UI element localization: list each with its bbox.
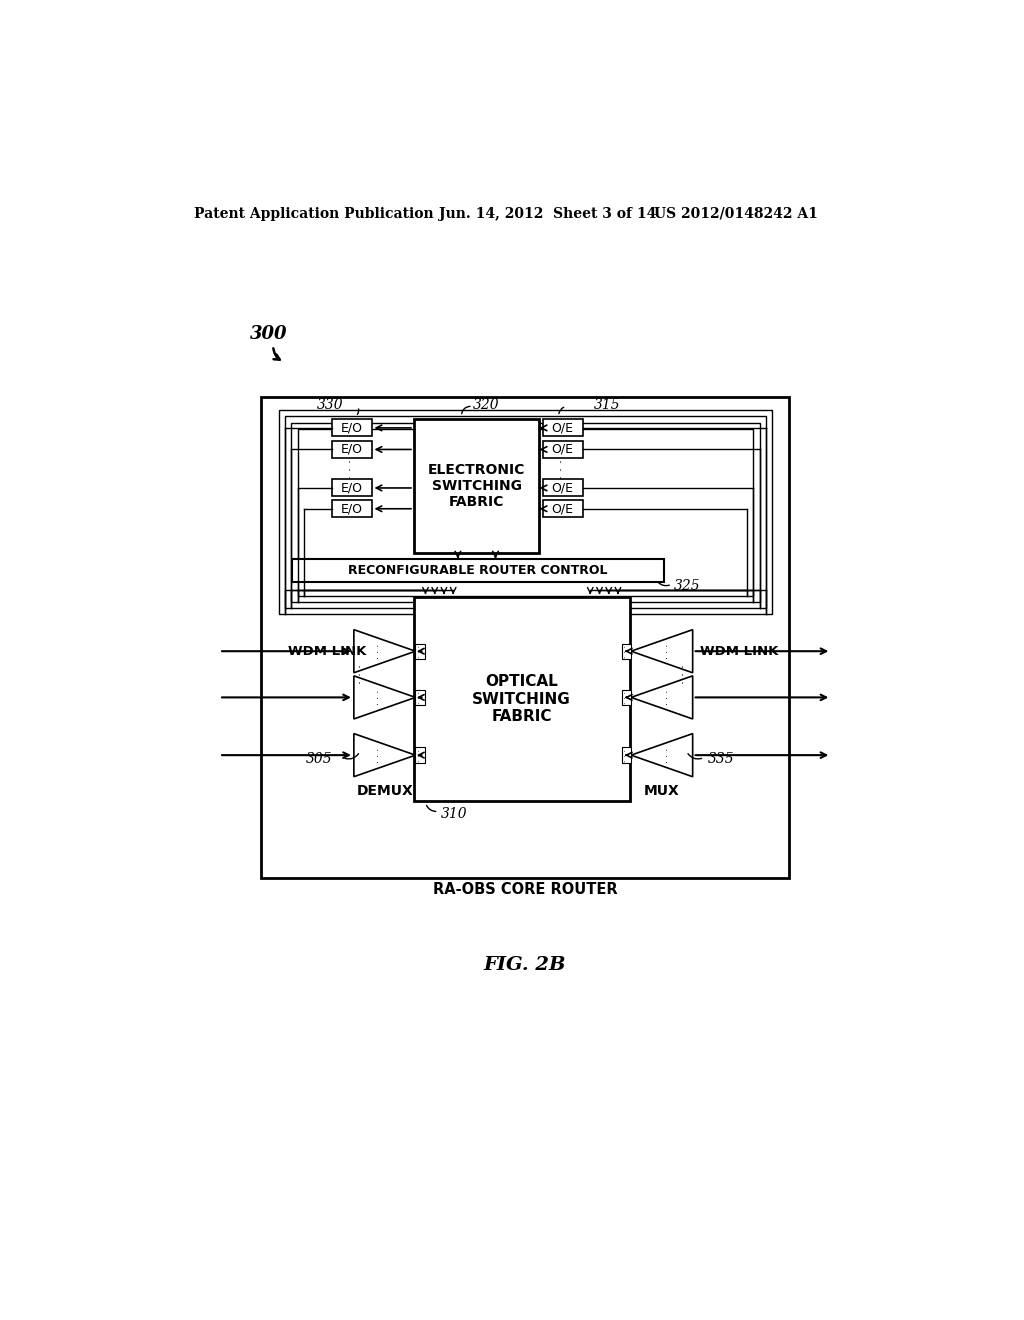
Text: OPTICAL
SWITCHING
FABRIC: OPTICAL SWITCHING FABRIC [472, 675, 571, 725]
Polygon shape [631, 676, 692, 719]
Text: 335: 335 [708, 752, 734, 766]
Bar [416, 747, 425, 763]
Bar [543, 500, 583, 517]
Bar [332, 500, 372, 517]
Text: WDM LINK: WDM LINK [700, 644, 778, 657]
Text: · · ·: · · · [663, 747, 673, 763]
Text: US 2012/0148242 A1: US 2012/0148242 A1 [654, 207, 818, 220]
Text: FIG. 2B: FIG. 2B [483, 957, 566, 974]
Bar [332, 420, 372, 437]
Bar [332, 441, 372, 458]
Text: MUX: MUX [644, 784, 680, 797]
Text: E/O: E/O [341, 421, 362, 434]
Text: ELECTRONIC
SWITCHING
FABRIC: ELECTRONIC SWITCHING FABRIC [428, 463, 525, 510]
Bar [543, 441, 583, 458]
Bar [332, 479, 372, 496]
Text: WDM LINK: WDM LINK [289, 644, 367, 657]
Text: · · ·: · · · [556, 459, 569, 479]
Text: · · ·: · · · [374, 690, 384, 705]
Text: · · ·: · · · [416, 690, 425, 704]
Text: · · ·: · · · [679, 664, 691, 684]
Text: E/O: E/O [341, 444, 362, 455]
Text: · · ·: · · · [622, 644, 631, 657]
Text: O/E: O/E [552, 444, 573, 455]
Text: DEMUX: DEMUX [356, 784, 413, 797]
Polygon shape [631, 630, 692, 673]
Text: Patent Application Publication: Patent Application Publication [195, 207, 434, 220]
Text: · · ·: · · · [355, 664, 368, 684]
Bar [261, 397, 788, 878]
Text: O/E: O/E [552, 482, 573, 495]
Polygon shape [354, 676, 416, 719]
Text: 300: 300 [250, 325, 288, 343]
Text: · · ·: · · · [622, 748, 631, 762]
Bar [286, 416, 766, 609]
Text: 320: 320 [473, 397, 500, 412]
Text: 330: 330 [317, 397, 344, 412]
Text: 310: 310 [441, 807, 468, 821]
Text: E/O: E/O [341, 502, 362, 515]
Text: · · ·: · · · [416, 748, 425, 762]
Text: Jun. 14, 2012  Sheet 3 of 14: Jun. 14, 2012 Sheet 3 of 14 [438, 207, 656, 220]
Bar [280, 411, 772, 614]
Bar [543, 420, 583, 437]
Bar [543, 479, 583, 496]
Text: · · ·: · · · [622, 690, 631, 704]
Bar [622, 690, 631, 705]
Text: 315: 315 [594, 397, 621, 412]
Polygon shape [354, 734, 416, 776]
Text: O/E: O/E [552, 502, 573, 515]
Text: RA-OBS CORE ROUTER: RA-OBS CORE ROUTER [433, 882, 617, 896]
Text: · · ·: · · · [663, 644, 673, 659]
Text: · · ·: · · · [663, 690, 673, 705]
Text: 325: 325 [674, 578, 700, 593]
Polygon shape [354, 630, 416, 673]
Text: RECONFIGURABLE ROUTER CONTROL: RECONFIGURABLE ROUTER CONTROL [348, 564, 608, 577]
Bar [622, 747, 631, 763]
Bar [292, 558, 665, 582]
Text: 305: 305 [306, 752, 333, 766]
Text: · · ·: · · · [345, 459, 358, 479]
Text: · · ·: · · · [416, 644, 425, 657]
Polygon shape [631, 734, 692, 776]
Bar [292, 422, 760, 602]
Bar [298, 429, 754, 595]
Bar [414, 418, 540, 553]
Bar [416, 690, 425, 705]
Text: E/O: E/O [341, 482, 362, 495]
Bar [416, 644, 425, 659]
Text: · · ·: · · · [374, 644, 384, 659]
Bar [622, 644, 631, 659]
Bar [414, 598, 630, 801]
Text: · · ·: · · · [374, 747, 384, 763]
Text: O/E: O/E [552, 421, 573, 434]
